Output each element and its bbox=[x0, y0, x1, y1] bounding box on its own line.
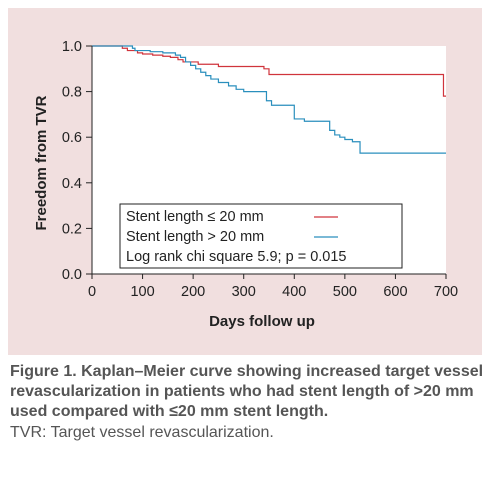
caption-title: Figure 1. Kaplan–Meier curve showing inc… bbox=[10, 363, 484, 420]
x-tick-label: 500 bbox=[333, 284, 357, 300]
x-tick-label: 600 bbox=[383, 284, 407, 300]
legend-box: Stent length ≤ 20 mm Stent length > 20 m… bbox=[119, 203, 403, 269]
x-tick-label: 200 bbox=[181, 284, 205, 300]
y-tick-label: 0.4 bbox=[62, 176, 82, 192]
y-tick-label: 0.2 bbox=[62, 221, 82, 237]
y-tick-label: 0.8 bbox=[62, 85, 82, 101]
y-tick-label: 1.0 bbox=[62, 39, 82, 55]
figure-panel: 0 100 200 300 400 500 600 700 0.0 0.2 0.4 0.6 0.8 1.… bbox=[8, 8, 482, 355]
x-tick-label: 700 bbox=[434, 284, 458, 300]
x-tick-label: 0 bbox=[88, 284, 96, 300]
x-axis-label: Days follow up bbox=[209, 313, 315, 330]
x-tick-label: 300 bbox=[232, 284, 256, 300]
y-ticks: 0.0 0.2 0.4 0.6 0.8 1.0 bbox=[62, 39, 92, 283]
x-tick-label: 100 bbox=[130, 284, 154, 300]
km-chart: 0 100 200 300 400 500 600 700 0.0 0.2 0.4 0.6 0.8 1.… bbox=[33, 39, 458, 330]
series-layer bbox=[92, 45, 446, 154]
y-axis-label: Freedom from TVR bbox=[33, 95, 50, 230]
figure-caption: Figure 1. Kaplan–Meier curve showing inc… bbox=[10, 362, 484, 443]
log-rank-annotation: Log rank chi square 5.9; p = 0.015 bbox=[126, 249, 346, 265]
km-curve-long-stent bbox=[92, 45, 446, 154]
legend-label-short: Stent length ≤ 20 mm bbox=[126, 209, 264, 225]
x-tick-label: 400 bbox=[282, 284, 306, 300]
legend-label-long: Stent length > 20 mm bbox=[126, 229, 264, 245]
y-tick-label: 0.0 bbox=[62, 267, 82, 283]
caption-abbreviation-note: TVR: Target vessel revascularization. bbox=[10, 424, 274, 441]
x-ticks: 0 100 200 300 400 500 600 700 bbox=[88, 274, 458, 300]
y-tick-label: 0.6 bbox=[62, 130, 82, 146]
